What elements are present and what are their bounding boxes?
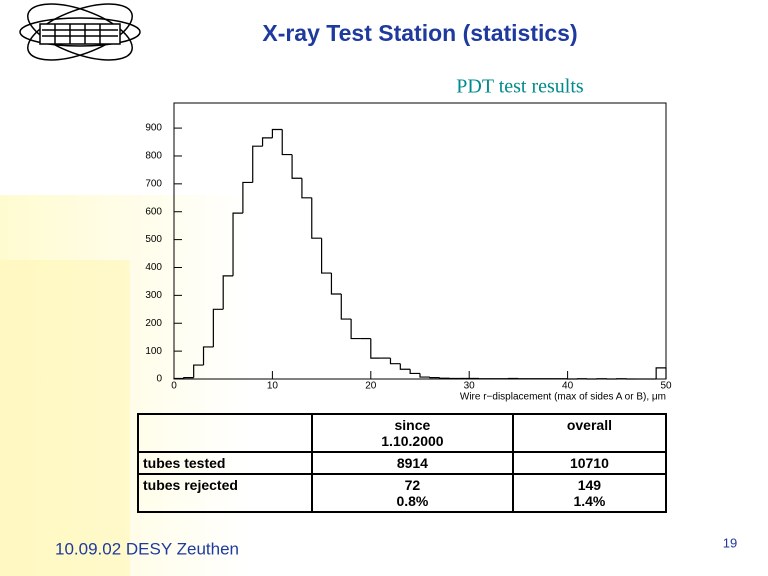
logo [19,3,141,61]
cell-text: since [394,417,431,433]
table-cell [137,413,313,453]
table-header-cell: overall [511,413,668,453]
histogram-bin [183,377,194,379]
histogram-bin [409,369,420,375]
y-tick-label: 400 [145,262,162,273]
y-tick-label: 700 [145,178,162,189]
histogram-bin [311,197,322,239]
histogram-bin [271,128,283,138]
cell-text: 10710 [569,455,609,471]
background-decor [0,260,130,576]
cell-text: 72 [404,477,421,493]
y-tick-label: 200 [145,318,162,329]
table-cell: 10710 [511,451,668,475]
histogram-bin [370,338,381,359]
table-cell: 149 1.4% [511,473,668,513]
histogram-bin [202,346,214,366]
y-tick-label: 900 [145,123,162,134]
x-tick-label: 40 [562,381,574,392]
x-tick-label: 20 [365,381,377,392]
histogram-bin [193,364,204,378]
histogram-bin [301,178,312,199]
cell-text: 149 [577,477,602,493]
plot-frame [173,102,667,380]
histogram-bin [222,275,234,310]
histogram-bin [212,308,224,347]
table-cell: 72 0.8% [311,473,514,513]
y-tick-label: 500 [145,234,162,245]
y-tick-label: 800 [145,151,162,162]
histogram-bin [261,137,273,147]
table-cell: 8914 [311,451,514,475]
slide-title: X-ray Test Station (statistics) [262,20,577,46]
page-number: 19 [723,535,737,550]
cell-text: 1.10.2000 [381,433,444,449]
histogram-bin [439,377,450,379]
histogram-bin [173,377,184,380]
x-tick-label: 0 [171,381,177,392]
histogram-bin [340,293,352,320]
histogram-bin [252,145,263,183]
histogram-bin [330,273,342,295]
table-row: tubes tested 8914 10710 [137,451,668,475]
cell-text: 0.8% [396,493,429,509]
y-tick-label: 0 [156,374,162,385]
histogram-bin [655,367,667,379]
table-row: tubes rejected 72 0.8% 149 1.4% [137,473,668,513]
histogram-bin [321,238,332,274]
x-tick-label: 30 [464,381,476,392]
histogram-bin [350,319,361,340]
cell-text: overall [566,417,612,433]
histogram-bin [399,363,411,370]
chart-title: PDT test results [456,76,584,98]
histogram-bin [281,129,293,156]
histogram-bin [429,377,440,379]
histogram-bin [232,212,243,276]
table-header: since 1.10.2000 overall [137,413,668,453]
x-tick-label: 10 [267,381,279,392]
histogram-bin [389,358,401,365]
row-label: tubes tested [137,451,313,475]
x-axis-label: Wire r−displacement (max of sides A or B… [460,392,666,403]
histogram-bin [291,154,302,179]
cell-text: 8914 [396,455,428,471]
footer: 10.09.02 DESY Zeuthen [55,539,239,558]
histogram-bin [419,373,430,378]
table-header-cell: since 1.10.2000 [311,413,514,453]
row-label: tubes rejected [137,473,313,513]
y-tick-label: 300 [145,290,162,301]
y-tick-label: 100 [145,346,162,357]
cell-text: 1.4% [573,493,606,509]
y-tick-label: 600 [145,206,162,217]
results-table: since 1.10.2000 overall tubes tested 8914 1… [137,413,668,513]
histogram-bin [242,181,253,214]
x-tick-label: 50 [660,381,672,392]
